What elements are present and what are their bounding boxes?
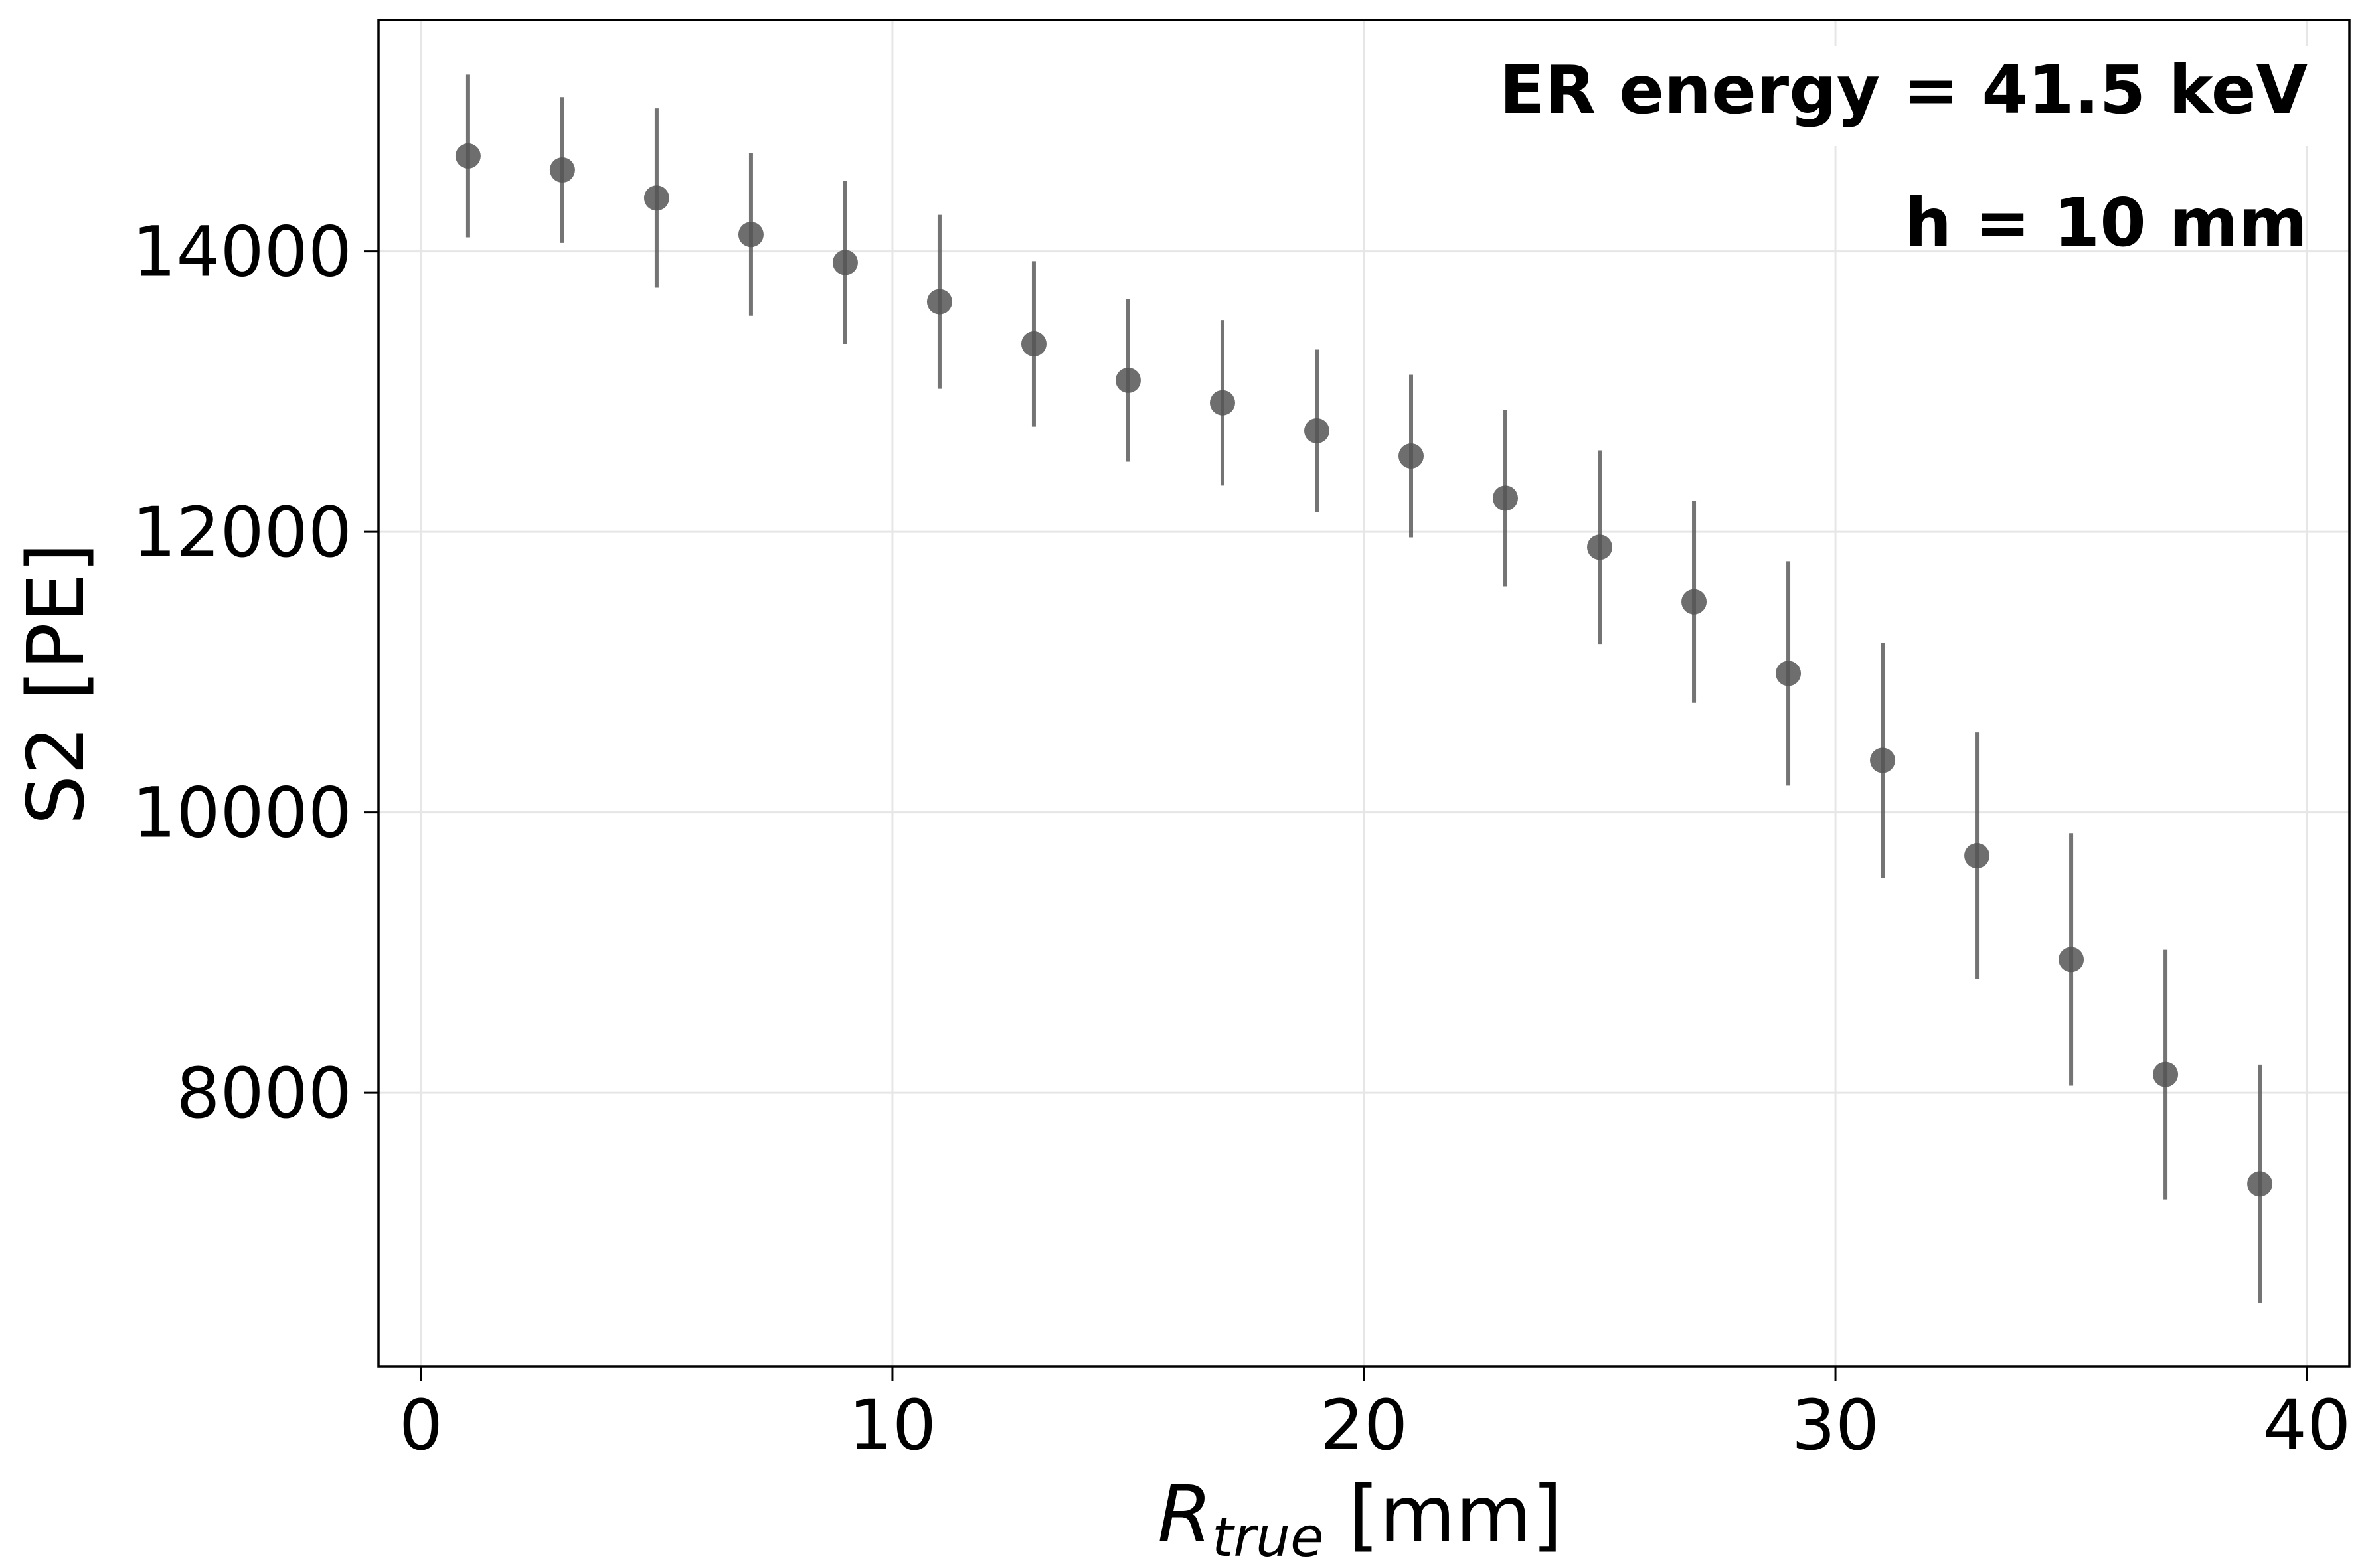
energy-annotation: ER energy = 41.5 keV (1499, 51, 2308, 129)
x-tick-label: 10 (849, 1385, 936, 1466)
y-tick-label: 10000 (132, 773, 352, 854)
annotation-backdrop (1428, 46, 2321, 146)
axis-ticks: 0 10 20 30 40 8000 10000 12000 14000 (132, 212, 2351, 1466)
data-point (2153, 1061, 2179, 1087)
data-point (549, 157, 575, 183)
data-point (2059, 947, 2084, 973)
data-point (1587, 534, 1613, 560)
data-point (1493, 485, 1519, 511)
x-tick-label: 40 (2263, 1385, 2351, 1466)
x-tick-label: 30 (1792, 1385, 1879, 1466)
x-axis-subscript: true (1212, 1506, 1323, 1568)
x-tick-label: 0 (399, 1385, 443, 1466)
y-axis-title: S2 [PE] (10, 542, 102, 824)
x-axis-symbol: R (1157, 1468, 1212, 1560)
height-annotation: h = 10 mm (1904, 184, 2308, 262)
data-point (1398, 443, 1424, 469)
data-point (832, 250, 858, 275)
data-point (1115, 367, 1141, 393)
data-point (643, 185, 669, 211)
data-point (1209, 390, 1235, 416)
y-tick-label: 14000 (132, 212, 352, 293)
data-point (1964, 843, 1990, 869)
y-tick-label: 12000 (132, 492, 352, 573)
data-point (455, 143, 481, 169)
data-point (926, 289, 952, 315)
data-point (1021, 331, 1047, 356)
y-tick-label: 8000 (176, 1053, 352, 1134)
x-tick-label: 20 (1320, 1385, 1408, 1466)
data-point (1681, 589, 1707, 615)
data-points (455, 74, 2273, 1303)
grid (379, 20, 2349, 1366)
x-axis-title: Rtrue [mm] (1157, 1468, 1562, 1568)
data-point (1870, 747, 1896, 773)
x-axis-unit: [mm] (1323, 1468, 1562, 1560)
data-point (1776, 661, 1802, 686)
data-point (1304, 418, 1329, 443)
data-point (738, 222, 764, 248)
data-point (2247, 1171, 2273, 1197)
